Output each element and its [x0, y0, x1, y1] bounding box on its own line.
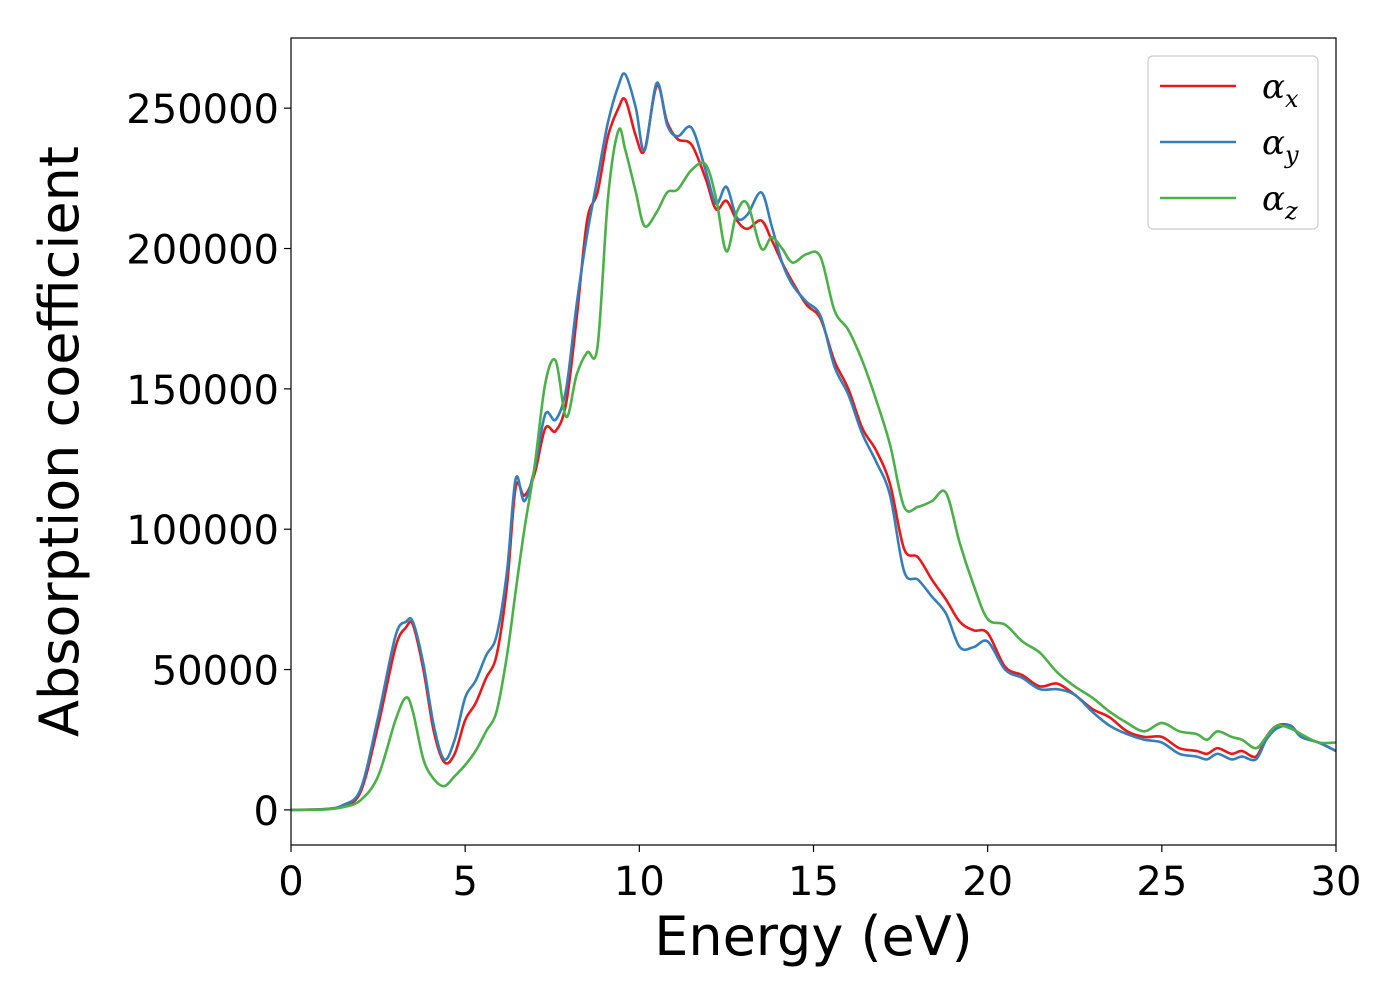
- y-tick-label: 250000: [126, 87, 279, 133]
- y-tick-label: 200000: [126, 228, 279, 274]
- x-tick-label: 0: [278, 859, 303, 905]
- legend-label-x: αx: [1262, 67, 1299, 113]
- y-axis-label: Absorption coefficient: [28, 146, 91, 737]
- legend: αx αy αz: [1147, 55, 1319, 230]
- x-tick-label: 5: [452, 859, 477, 905]
- series-line-y: [291, 72, 1336, 812]
- legend-label-z: αz: [1262, 179, 1298, 225]
- x-tick-label: 10: [614, 859, 665, 905]
- y-tick-label: 150000: [126, 368, 279, 414]
- x-axis-ticks: 0 5 10 15 20 25 30: [278, 845, 1361, 905]
- series-line-x: [291, 84, 1336, 812]
- series-line-z: [291, 127, 1336, 812]
- x-tick-label: 25: [1136, 859, 1187, 905]
- legend-label-y: αy: [1262, 123, 1299, 169]
- x-tick-label: 20: [962, 859, 1013, 905]
- series-lines: [291, 72, 1336, 812]
- y-tick-label: 0: [254, 789, 279, 835]
- y-tick-label: 50000: [152, 649, 279, 695]
- y-axis-ticks: 0 50000 100000 150000 200000 250000: [126, 87, 291, 835]
- x-tick-label: 15: [788, 859, 839, 905]
- x-axis-label: Energy (eV): [654, 905, 973, 968]
- y-tick-label: 100000: [126, 508, 279, 554]
- x-tick-label: 30: [1311, 859, 1362, 905]
